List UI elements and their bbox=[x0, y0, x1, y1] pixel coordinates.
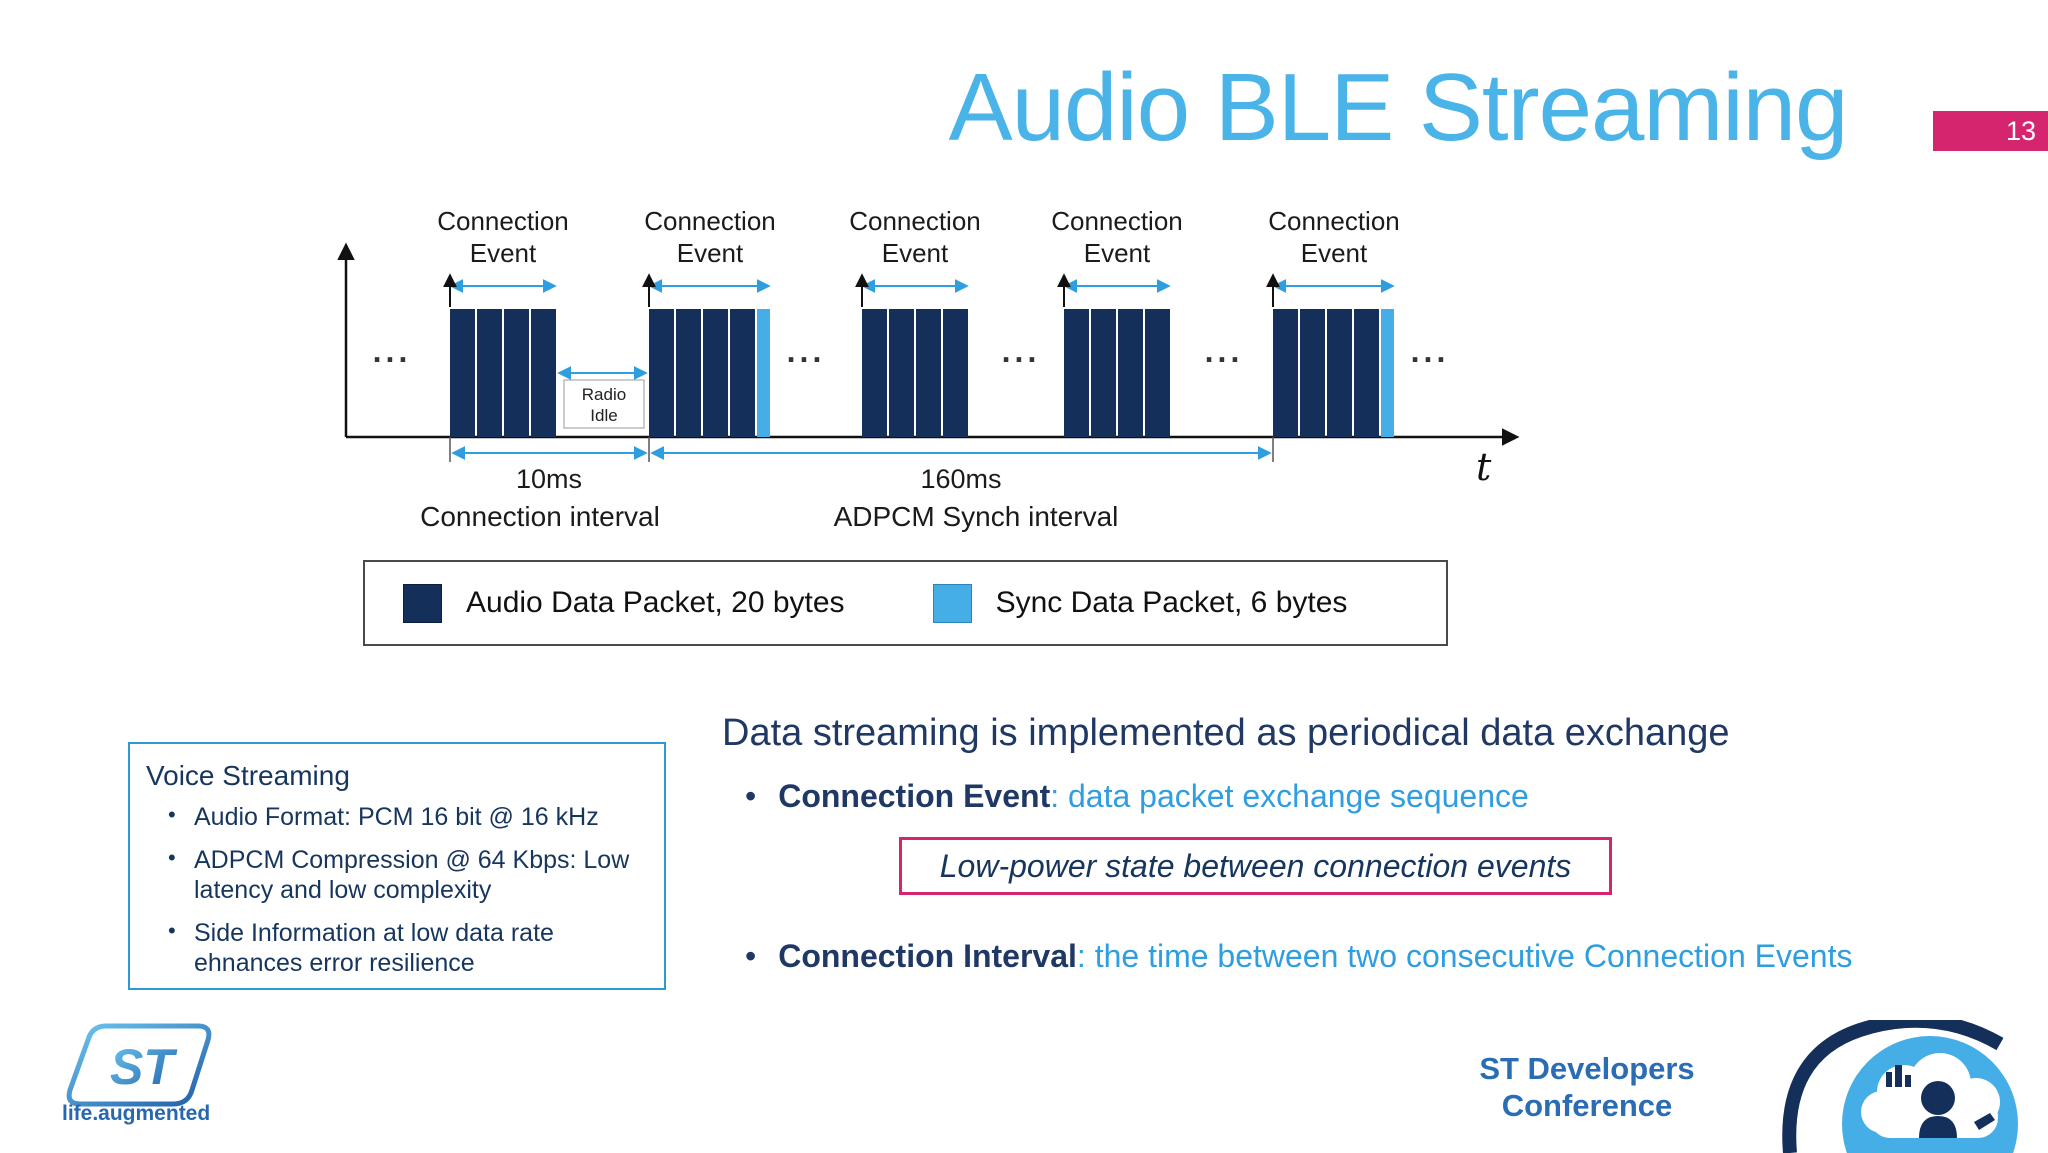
list-item-text: ADPCM Compression @ 64 Kbps: Low latency… bbox=[194, 846, 630, 904]
svg-text:...: ... bbox=[373, 333, 412, 369]
event-label: Connection bbox=[437, 206, 569, 236]
bullet-marker: • bbox=[168, 845, 176, 870]
list-item-text: Audio Format: PCM 16 bit @ 16 kHz bbox=[194, 803, 599, 831]
callout-text: Low-power state between connection event… bbox=[939, 847, 1572, 884]
connection-event-5-packets bbox=[1273, 309, 1394, 437]
page-number: 13 bbox=[2005, 115, 2036, 146]
audio-packet-label: Audio Data Packet, 20 bytes bbox=[466, 586, 845, 619]
bullet-text: : data packet exchange sequence bbox=[1050, 778, 1529, 814]
svg-text:...: ... bbox=[1411, 333, 1450, 369]
event-label: Event bbox=[882, 238, 949, 268]
page-title: Audio BLE Streaming bbox=[948, 54, 1849, 161]
ble-timing-diagram: t Connection Event Connection Event Conn… bbox=[337, 206, 1520, 532]
st-logo: ST bbox=[66, 1023, 212, 1107]
svg-text:...: ... bbox=[1205, 333, 1244, 369]
st-logo-shape bbox=[66, 1023, 212, 1107]
st-logo-text: ST bbox=[110, 1039, 178, 1095]
connection-event-labels: Connection Event Connection Event Connec… bbox=[437, 206, 1400, 268]
low-power-callout: Low-power state between connection event… bbox=[899, 837, 1612, 895]
radio-idle-box bbox=[563, 379, 645, 429]
svg-text:...: ... bbox=[1002, 333, 1041, 369]
event-label: Connection bbox=[1268, 206, 1400, 236]
interval-160ms-value: 160ms bbox=[920, 464, 1001, 494]
section-heading: Data streaming is implemented as periodi… bbox=[722, 712, 1730, 754]
audio-packet-swatch bbox=[403, 583, 442, 623]
connection-event-2-packets bbox=[649, 309, 770, 437]
badge-swoosh bbox=[1782, 1020, 2004, 1153]
sync-packet-label: Sync Data Packet, 6 bytes bbox=[995, 586, 1348, 619]
connection-event-bullet: • Connection Event: data packet exchange … bbox=[745, 778, 1985, 815]
head-icon bbox=[1919, 1081, 1957, 1138]
sync-packet bbox=[757, 309, 770, 437]
event-label: Connection bbox=[1051, 206, 1183, 236]
radio-idle-label: Radio bbox=[582, 385, 626, 404]
event-label: Event bbox=[1084, 238, 1151, 268]
radio-idle-label: Idle bbox=[590, 406, 617, 425]
ellipsis-marks: ... ... ... ... ... bbox=[373, 333, 1450, 369]
voice-streaming-list: • Audio Format: PCM 16 bit @ 16 kHz • AD… bbox=[130, 802, 664, 978]
sync-packet-swatch bbox=[932, 583, 972, 623]
list-item: • ADPCM Compression @ 64 Kbps: Low laten… bbox=[168, 845, 650, 905]
term-connection-interval: Connection Interval bbox=[778, 938, 1077, 974]
hand-icon bbox=[1974, 1113, 1995, 1130]
conference-line1: ST Developers bbox=[1479, 1051, 1695, 1086]
conference-line2: Conference bbox=[1501, 1088, 1673, 1123]
bullet-marker: • bbox=[745, 938, 757, 974]
bullet-marker: • bbox=[168, 802, 176, 827]
event-start-arrows bbox=[443, 273, 1280, 307]
event-label: Event bbox=[1301, 238, 1368, 268]
interval-guides bbox=[449, 437, 1274, 462]
event-label: Connection bbox=[849, 206, 981, 236]
connection-interval-label: Connection interval bbox=[420, 501, 660, 532]
event-label: Event bbox=[677, 238, 744, 268]
bullet-marker: • bbox=[168, 918, 176, 943]
voice-streaming-title: Voice Streaming bbox=[146, 760, 350, 791]
connection-event-3-packets bbox=[862, 309, 968, 437]
svg-text:...: ... bbox=[787, 333, 826, 369]
connection-event-4-packets bbox=[1064, 309, 1170, 437]
time-axis-label: t bbox=[1476, 445, 1492, 489]
event-label: Event bbox=[470, 238, 537, 268]
st-tagline: life.augmented bbox=[62, 1102, 211, 1125]
bullet-text: : the time between two consecutive Conne… bbox=[1076, 938, 1853, 974]
adpcm-synch-interval-label: ADPCM Synch interval bbox=[834, 501, 1119, 532]
list-item-text: Side Information at low data rate ehnanc… bbox=[194, 919, 554, 977]
interval-10ms-value: 10ms bbox=[516, 464, 582, 494]
packet-legend: Audio Data Packet, 20 bytes Sync Data Pa… bbox=[363, 560, 1448, 646]
sync-packet bbox=[1381, 309, 1394, 437]
conference-badge bbox=[1782, 1020, 2018, 1153]
event-label: Connection bbox=[644, 206, 776, 236]
voice-streaming-panel: Voice Streaming • Audio Format: PCM 16 b… bbox=[128, 742, 666, 990]
list-item: • Audio Format: PCM 16 bit @ 16 kHz bbox=[168, 802, 650, 832]
connection-interval-bullet: • Connection Interval: the time between t… bbox=[745, 938, 1985, 975]
page-number-badge: 13 bbox=[1933, 111, 2048, 151]
list-item: • Side Information at low data rate ehna… bbox=[168, 918, 650, 978]
city-icon bbox=[1886, 1065, 1911, 1087]
connection-event-1-packets bbox=[450, 309, 556, 437]
bullet-marker: • bbox=[745, 778, 757, 814]
term-connection-event: Connection Event bbox=[778, 778, 1051, 814]
conference-title: ST Developers Conference bbox=[1462, 1050, 1712, 1124]
